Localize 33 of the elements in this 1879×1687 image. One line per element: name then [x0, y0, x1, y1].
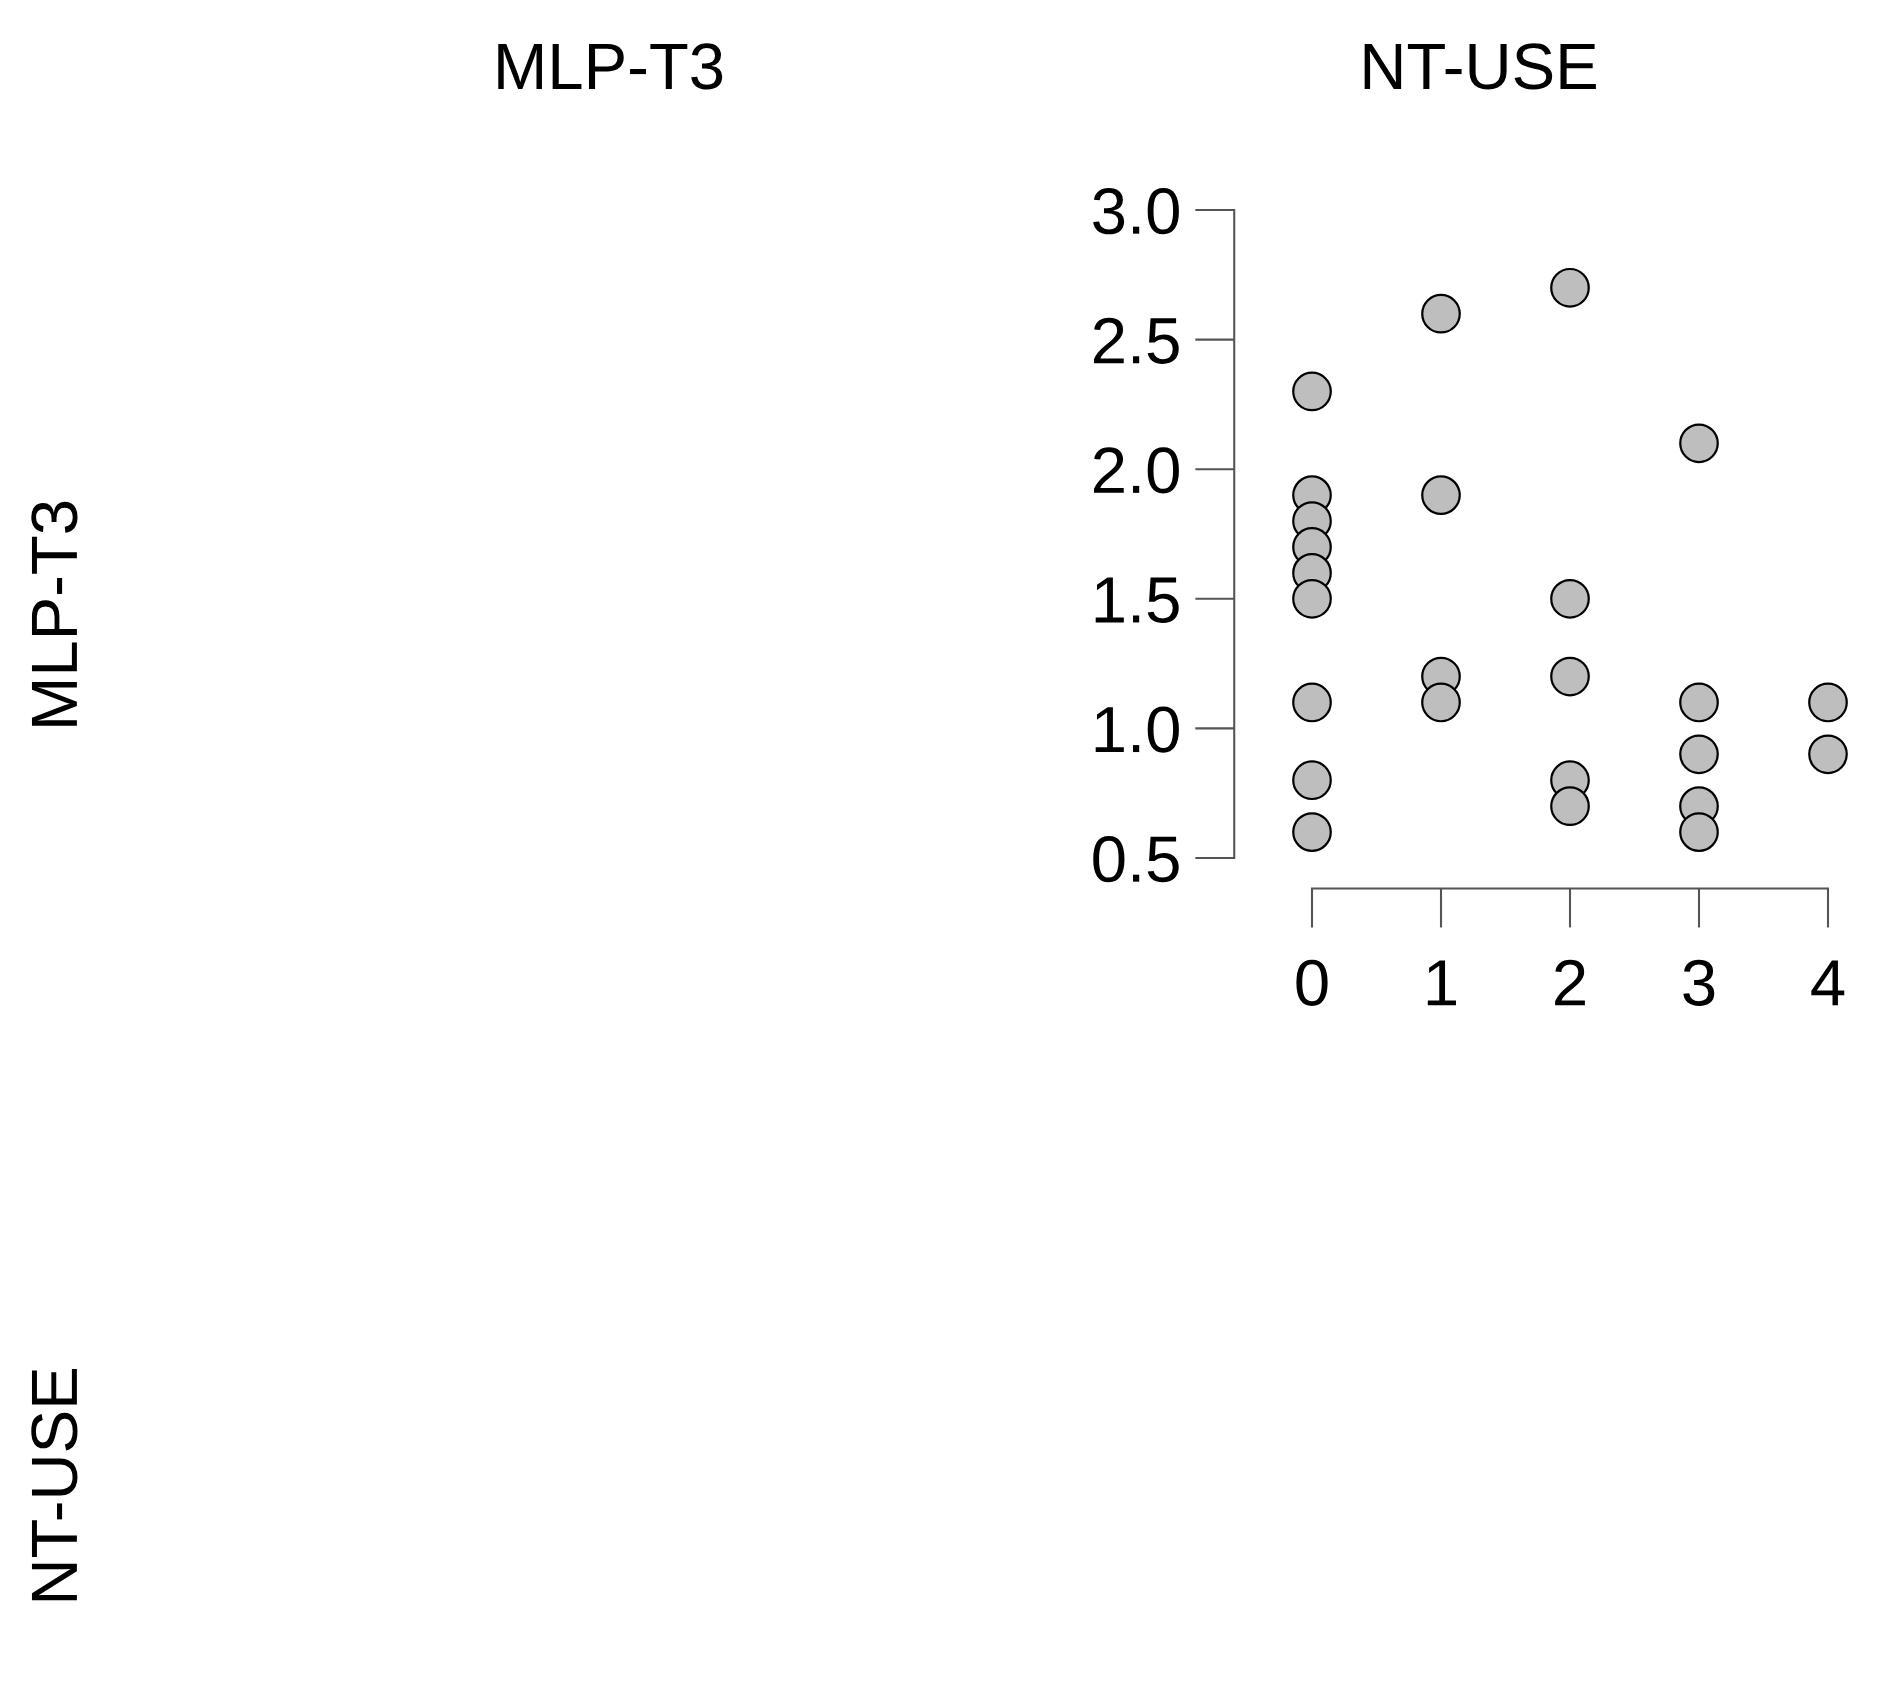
point: [1679, 734, 1719, 775]
x-tick-label: 4: [1811, 960, 1845, 1006]
point: [1550, 656, 1590, 697]
point: [1292, 682, 1332, 723]
point: [1292, 760, 1332, 801]
x-tick-label: 2: [1555, 959, 1585, 1006]
x-tick-label: 0: [1296, 959, 1328, 1006]
point: [1292, 371, 1332, 412]
text: MLP-T3: [31, 501, 78, 726]
point: [1550, 786, 1590, 827]
y-tick-label: 3.0: [1093, 188, 1179, 235]
point: [1679, 682, 1719, 723]
text: MLP-T3: [498, 43, 723, 90]
y-tick-label: 0.5: [1093, 836, 1179, 883]
point: [1808, 734, 1848, 775]
point: [1550, 267, 1590, 308]
point: [1550, 578, 1590, 619]
chart-title: NT-USE: [1364, 43, 1596, 90]
y-tick-label: 2.5: [1093, 317, 1179, 364]
point: [1808, 682, 1848, 723]
point: [1679, 812, 1719, 852]
y-tick-label: 2.0: [1093, 447, 1179, 494]
text: NT-USE: [31, 1369, 78, 1601]
point: [1292, 812, 1332, 852]
point: [1421, 682, 1461, 723]
point: [1679, 423, 1719, 464]
point: [1421, 293, 1461, 334]
y-tick-label: 1.0: [1095, 706, 1179, 753]
y-tick-label: 1.5: [1095, 577, 1179, 624]
point: [1421, 475, 1461, 515]
x-tick-label: 1: [1427, 960, 1456, 1006]
x-tick-label: 3: [1683, 959, 1715, 1006]
point: [1292, 578, 1332, 619]
